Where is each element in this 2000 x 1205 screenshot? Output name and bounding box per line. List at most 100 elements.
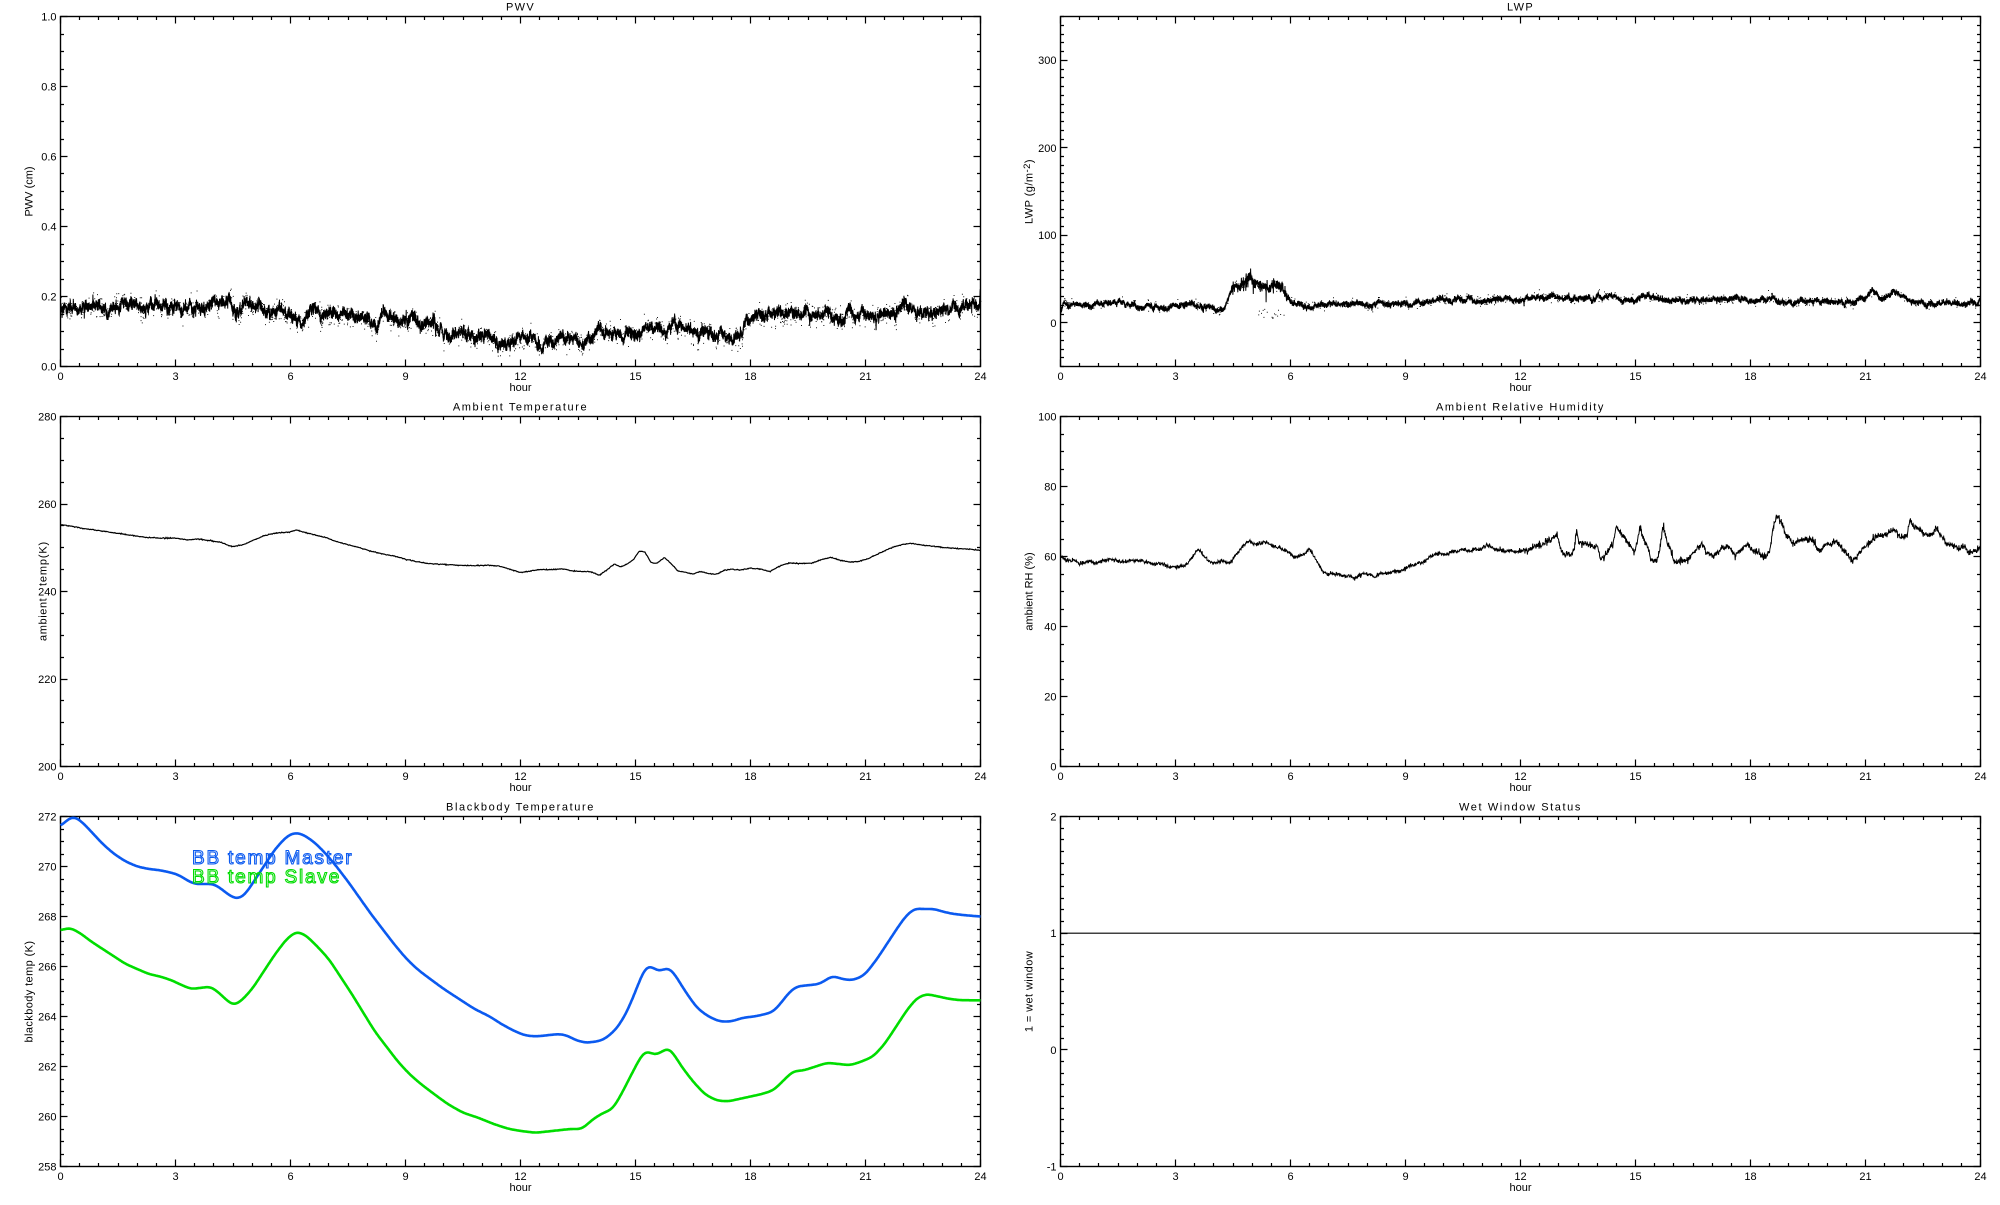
svg-text:0: 0 <box>57 371 63 383</box>
svg-text:Wet Window Status: Wet Window Status <box>1459 802 1582 814</box>
svg-text:220: 220 <box>38 674 56 686</box>
svg-text:-1: -1 <box>1047 1162 1057 1174</box>
svg-text:temp(K): temp(K) <box>38 541 50 586</box>
svg-text:1: 1 <box>1050 928 1056 940</box>
svg-text:60: 60 <box>1044 552 1056 564</box>
svg-text:PWV: PWV <box>506 2 535 14</box>
svg-text:0: 0 <box>1050 762 1056 774</box>
svg-text:200: 200 <box>38 762 56 774</box>
svg-text:0: 0 <box>1050 1045 1056 1057</box>
svg-text:hour: hour <box>509 382 531 394</box>
svg-text:9: 9 <box>1402 771 1408 783</box>
svg-text:3: 3 <box>1172 771 1178 783</box>
svg-text:9: 9 <box>402 771 408 783</box>
svg-text:0.6: 0.6 <box>41 152 56 164</box>
svg-text:24: 24 <box>974 771 986 783</box>
svg-text:21: 21 <box>1859 771 1871 783</box>
svg-text:hour: hour <box>1509 382 1531 394</box>
svg-text:12: 12 <box>514 1171 526 1183</box>
svg-text:268: 268 <box>38 912 56 924</box>
svg-text:18: 18 <box>744 1171 756 1183</box>
svg-text:258: 258 <box>38 1162 56 1174</box>
svg-text:24: 24 <box>1974 1171 1986 1183</box>
svg-text:12: 12 <box>1514 371 1526 383</box>
svg-text:264: 264 <box>38 1012 56 1024</box>
svg-text:hour: hour <box>1509 782 1531 794</box>
svg-text:24: 24 <box>974 371 986 383</box>
svg-text:hour: hour <box>509 1182 531 1194</box>
svg-text:266: 266 <box>38 962 56 974</box>
svg-text:9: 9 <box>402 371 408 383</box>
svg-text:15: 15 <box>1629 771 1641 783</box>
svg-text:15: 15 <box>629 1171 641 1183</box>
svg-text:LWP (g/m-2): LWP (g/m-2) <box>1022 159 1036 224</box>
svg-text:6: 6 <box>1287 771 1293 783</box>
svg-text:12: 12 <box>514 371 526 383</box>
svg-text:21: 21 <box>859 1171 871 1183</box>
svg-text:9: 9 <box>1402 371 1408 383</box>
svg-text:24: 24 <box>1974 771 1986 783</box>
svg-text:24: 24 <box>1974 371 1986 383</box>
svg-text:ambient RH (%): ambient RH (%) <box>1024 552 1036 630</box>
svg-text:272: 272 <box>38 812 56 824</box>
svg-text:PWV (cm): PWV (cm) <box>24 166 36 216</box>
svg-text:Ambient Temperature: Ambient Temperature <box>453 402 588 414</box>
svg-text:262: 262 <box>38 1062 56 1074</box>
svg-text:3: 3 <box>1172 1171 1178 1183</box>
svg-text:18: 18 <box>1744 771 1756 783</box>
svg-text:1 = wet window: 1 = wet window <box>1024 951 1036 1032</box>
svg-text:15: 15 <box>629 771 641 783</box>
svg-text:40: 40 <box>1044 622 1056 634</box>
svg-text:0.4: 0.4 <box>41 222 56 234</box>
svg-text:18: 18 <box>1744 371 1756 383</box>
svg-text:3: 3 <box>172 1171 178 1183</box>
svg-text:BB temp Slave: BB temp Slave <box>192 867 341 888</box>
svg-text:12: 12 <box>1514 1171 1526 1183</box>
svg-text:6: 6 <box>1287 371 1293 383</box>
svg-text:0: 0 <box>57 1171 63 1183</box>
svg-text:300: 300 <box>1038 55 1056 67</box>
svg-text:6: 6 <box>287 371 293 383</box>
svg-text:270: 270 <box>38 862 56 874</box>
svg-text:2: 2 <box>1050 812 1056 824</box>
svg-text:20: 20 <box>1044 692 1056 704</box>
svg-text:0: 0 <box>1057 1171 1063 1183</box>
svg-text:24: 24 <box>974 1171 986 1183</box>
svg-text:0: 0 <box>57 771 63 783</box>
svg-text:21: 21 <box>859 371 871 383</box>
svg-text:Blackbody Temperature: Blackbody Temperature <box>446 802 595 814</box>
svg-text:260: 260 <box>38 1112 56 1124</box>
svg-text:Ambient Relative Humidity: Ambient Relative Humidity <box>1436 402 1605 414</box>
svg-text:9: 9 <box>1402 1171 1408 1183</box>
svg-text:12: 12 <box>1514 771 1526 783</box>
svg-text:12: 12 <box>514 771 526 783</box>
svg-text:hour: hour <box>1509 1182 1531 1194</box>
svg-text:21: 21 <box>1859 1171 1871 1183</box>
svg-text:18: 18 <box>744 371 756 383</box>
svg-text:0: 0 <box>1057 771 1063 783</box>
svg-text:100: 100 <box>1038 230 1056 242</box>
svg-text:15: 15 <box>1629 371 1641 383</box>
svg-text:0.2: 0.2 <box>41 292 56 304</box>
svg-text:18: 18 <box>744 771 756 783</box>
svg-text:0.0: 0.0 <box>41 362 56 374</box>
svg-text:9: 9 <box>402 1171 408 1183</box>
svg-text:80: 80 <box>1044 482 1056 494</box>
svg-text:0.8: 0.8 <box>41 82 56 94</box>
svg-text:0: 0 <box>1050 318 1056 330</box>
svg-text:0: 0 <box>1057 371 1063 383</box>
svg-text:3: 3 <box>172 371 178 383</box>
svg-text:1.0: 1.0 <box>41 12 56 24</box>
svg-text:3: 3 <box>172 771 178 783</box>
svg-text:260: 260 <box>38 499 56 511</box>
svg-text:15: 15 <box>1629 1171 1641 1183</box>
svg-text:18: 18 <box>1744 1171 1756 1183</box>
svg-text:LWP: LWP <box>1507 2 1534 14</box>
svg-text:6: 6 <box>287 1171 293 1183</box>
svg-text:21: 21 <box>1859 371 1871 383</box>
svg-text:100: 100 <box>1038 412 1056 424</box>
svg-text:240: 240 <box>38 587 56 599</box>
svg-text:21: 21 <box>859 771 871 783</box>
svg-text:200: 200 <box>1038 143 1056 155</box>
svg-text:15: 15 <box>629 371 641 383</box>
